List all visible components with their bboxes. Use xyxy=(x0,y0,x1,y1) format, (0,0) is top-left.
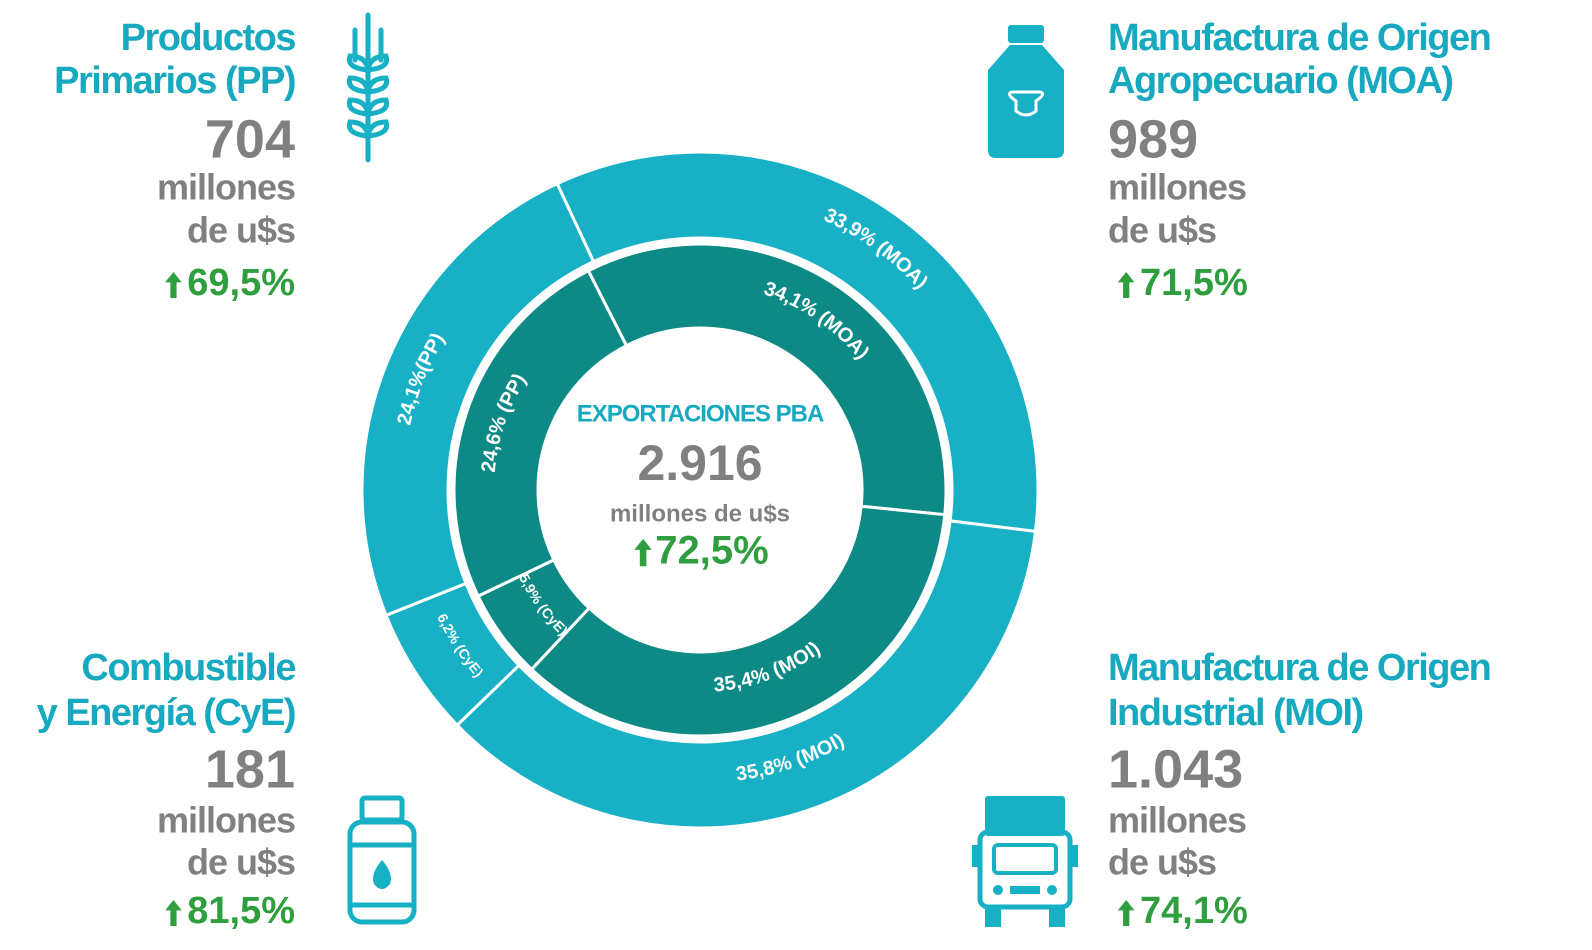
up-arrow xyxy=(165,272,182,299)
up-arrow xyxy=(1117,272,1135,299)
center-title: EXPORTACIONES PBA xyxy=(577,400,824,427)
panel-title: Industrial (MOI) xyxy=(1108,692,1363,734)
donut-segment xyxy=(529,504,947,738)
up-arrow xyxy=(165,900,182,927)
donut-segment xyxy=(455,519,1038,830)
panel-title: Productos xyxy=(121,17,296,59)
gas-cylinder-icon xyxy=(347,795,417,925)
panel-value: 181 xyxy=(205,739,295,799)
panel-title: Manufactura de Origen xyxy=(1108,17,1490,59)
donut-segment xyxy=(586,242,948,517)
panel-title: Primarios (PP) xyxy=(54,60,295,102)
panel-change: 71,5% xyxy=(1140,262,1248,304)
panel-value: 1.043 xyxy=(1108,739,1243,799)
panel-unit: millones xyxy=(1108,167,1246,208)
panel-change: 69,5% xyxy=(187,262,295,304)
panel-unit: de u$s xyxy=(1108,842,1216,883)
center-unit: millones de u$s xyxy=(610,500,790,527)
donut-segment xyxy=(555,150,1040,534)
panel-unit: de u$s xyxy=(1108,210,1216,251)
donut-segment xyxy=(360,181,596,618)
panel-unit: de u$s xyxy=(187,210,295,251)
up-arrow xyxy=(1117,900,1135,927)
up-arrow xyxy=(634,538,652,567)
wheat-icon xyxy=(346,12,390,163)
panel-title: y Energía (CyE) xyxy=(37,692,295,734)
panel-unit: millones xyxy=(157,800,295,841)
panel-unit: millones xyxy=(1108,800,1246,841)
milk-can-icon xyxy=(988,25,1064,158)
panel-title: Combustible xyxy=(81,647,295,689)
center-value: 2.916 xyxy=(637,435,762,491)
truck-icon xyxy=(972,796,1078,927)
donut-segment xyxy=(452,268,629,599)
panel-unit: millones xyxy=(157,167,295,208)
panel-change: 81,5% xyxy=(187,890,295,932)
panel-title: Agropecuario (MOA) xyxy=(1108,60,1453,102)
panel-value: 704 xyxy=(205,109,295,169)
center-change: 72,5% xyxy=(655,529,768,573)
panel-title: Manufactura de Origen xyxy=(1108,647,1490,689)
panel-change: 74,1% xyxy=(1140,890,1248,932)
panel-unit: de u$s xyxy=(187,842,295,883)
panel-value: 989 xyxy=(1108,109,1198,169)
